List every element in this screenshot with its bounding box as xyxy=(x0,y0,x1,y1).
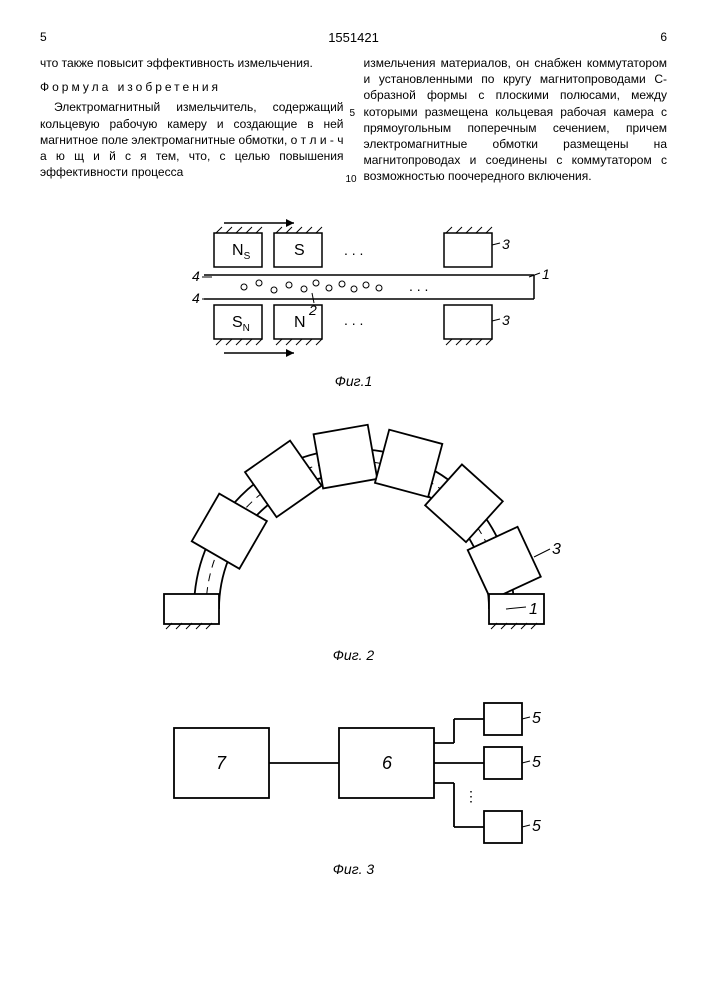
dots-bot: . . . xyxy=(344,312,363,328)
left-p2: Электромагнитный измельчитель, содержащи… xyxy=(40,99,344,180)
right-p1: измельчения материалов, он снабжен комму… xyxy=(364,55,668,185)
pole-n: N xyxy=(294,314,306,331)
dots-mid: . . . xyxy=(409,278,428,294)
particles xyxy=(241,280,382,293)
fig1-label-2: 2 xyxy=(308,302,317,318)
col-left-num: 5 xyxy=(40,30,47,44)
figures-block: NS S . . . . . . SN N . . . 1 3 3 xyxy=(40,205,667,877)
text-columns: что также повысит эффективность измельче… xyxy=(40,55,667,185)
fig2-caption: Фиг. 2 xyxy=(40,647,667,663)
dots-top: . . . xyxy=(344,242,363,258)
right-column: 5 10 измельчения материалов, он снабжен … xyxy=(364,55,668,185)
left-p1: что также повысит эффективность измельче… xyxy=(40,55,344,71)
fig1-label-4b: 4 xyxy=(192,290,200,306)
formula-title: Формула изобретения xyxy=(40,79,344,95)
figure-1: NS S . . . . . . SN N . . . 1 3 3 xyxy=(144,205,564,365)
fig1-caption: Фиг.1 xyxy=(40,373,667,389)
line-marker-10: 10 xyxy=(346,173,357,187)
fig2-label-3: 3 xyxy=(552,541,561,558)
col-right-num: 6 xyxy=(660,30,667,44)
fig1-label-1: 1 xyxy=(542,266,550,282)
fig1-label-3a: 3 xyxy=(502,236,510,252)
fig1-label-4a: 4 xyxy=(192,268,200,284)
dots-fig3: ⋮ xyxy=(464,788,478,804)
line-marker-5: 5 xyxy=(350,107,356,121)
figure-3: ⋮ 7 6 5 5 5 xyxy=(144,683,564,853)
document-number: 1551421 xyxy=(40,30,667,45)
fig3-label-5c: 5 xyxy=(532,818,541,835)
fig3-caption: Фиг. 3 xyxy=(40,861,667,877)
figure-2: 3 1 xyxy=(134,409,574,639)
left-column: что также повысит эффективность измельче… xyxy=(40,55,344,185)
pole-s: S xyxy=(294,242,305,259)
fig3-label-6: 6 xyxy=(382,753,393,773)
fig3-label-7: 7 xyxy=(216,753,227,773)
fig3-label-5b: 5 xyxy=(532,754,541,771)
fig1-label-3b: 3 xyxy=(502,312,510,328)
fig3-label-5a: 5 xyxy=(532,710,541,727)
fig2-label-1: 1 xyxy=(529,601,538,618)
